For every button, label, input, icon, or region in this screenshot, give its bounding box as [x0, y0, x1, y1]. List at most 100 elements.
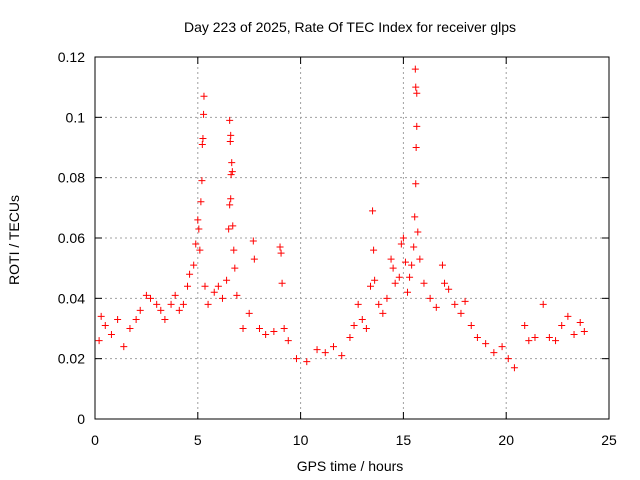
data-point: [441, 279, 449, 287]
data-point: [457, 309, 465, 317]
data-point: [350, 321, 358, 329]
data-point: [179, 300, 187, 308]
data-point: [498, 343, 506, 351]
data-point: [226, 116, 234, 124]
data-points: [95, 65, 588, 372]
data-point: [467, 321, 475, 329]
data-point: [521, 321, 529, 329]
data-point: [120, 343, 128, 351]
y-tick-label: 0: [77, 411, 85, 427]
data-point: [225, 225, 233, 233]
data-point: [107, 331, 115, 339]
data-point: [245, 309, 253, 317]
data-point: [389, 264, 397, 272]
data-point: [126, 325, 134, 332]
data-point: [101, 321, 109, 329]
data-point: [277, 249, 285, 257]
y-tick-label: 0.08: [58, 170, 85, 186]
data-point: [198, 140, 206, 148]
data-point: [564, 312, 572, 320]
data-point: [199, 134, 207, 142]
data-point: [226, 137, 234, 145]
data-point: [490, 349, 498, 357]
data-point: [255, 325, 263, 332]
y-tick-label: 0.04: [58, 290, 85, 306]
data-point: [375, 300, 383, 308]
data-point: [227, 171, 235, 179]
data-point: [370, 246, 378, 254]
data-point: [411, 213, 419, 221]
data-point: [416, 255, 424, 263]
data-point: [171, 291, 179, 299]
data-point: [531, 334, 539, 342]
data-point: [97, 312, 105, 320]
data-point: [397, 240, 405, 248]
y-tick-label: 0.02: [58, 351, 85, 367]
data-point: [231, 264, 239, 272]
data-point: [504, 355, 512, 363]
y-tick-label: 0.06: [58, 230, 85, 246]
data-point: [223, 276, 231, 284]
x-tick-label: 15: [396, 432, 412, 448]
data-point: [132, 315, 140, 323]
data-point: [432, 303, 440, 311]
data-point: [147, 294, 155, 302]
data-point: [192, 240, 200, 248]
data-point: [545, 334, 553, 342]
data-point: [406, 273, 414, 281]
data-point: [558, 321, 566, 329]
axis-ticks: 0 0.02 0.04 0.06 0.08 0.1 0.12 0 5 10 15 20 25: [58, 49, 617, 448]
x-tick-label: 20: [498, 432, 514, 448]
data-point: [570, 331, 578, 339]
data-point: [473, 334, 481, 342]
data-point: [197, 198, 205, 206]
data-point: [399, 234, 407, 242]
data-point: [204, 300, 212, 308]
data-point: [175, 306, 183, 314]
data-point: [338, 352, 346, 360]
data-point: [167, 300, 175, 308]
x-tick-label: 10: [293, 432, 309, 448]
data-point: [190, 261, 198, 269]
data-point: [414, 228, 422, 236]
data-point: [228, 159, 236, 167]
data-point: [186, 270, 194, 278]
data-point: [201, 282, 209, 290]
data-point: [249, 237, 257, 245]
data-point: [539, 300, 547, 308]
data-point: [321, 349, 329, 357]
data-point: [228, 168, 236, 176]
data-point: [229, 222, 237, 230]
data-point: [379, 309, 387, 317]
data-point: [114, 315, 122, 323]
data-point: [404, 288, 412, 296]
data-point: [196, 246, 204, 254]
data-point: [395, 273, 403, 281]
data-point: [408, 261, 416, 269]
data-point: [136, 306, 144, 314]
data-point: [413, 89, 421, 97]
x-tick-label: 25: [601, 432, 617, 448]
data-point: [576, 318, 584, 326]
data-point: [200, 92, 208, 100]
data-point: [391, 279, 399, 287]
data-point: [313, 346, 321, 354]
data-point: [161, 315, 169, 323]
data-point: [412, 180, 420, 188]
data-point: [438, 261, 446, 269]
data-point: [214, 282, 222, 290]
data-point: [411, 65, 419, 73]
data-point: [383, 294, 391, 302]
data-point: [420, 279, 428, 287]
data-point: [580, 328, 588, 336]
data-point: [354, 300, 362, 308]
y-tick-label: 0.12: [58, 49, 85, 65]
data-point: [329, 343, 337, 351]
data-point: [412, 83, 420, 91]
data-point: [292, 355, 300, 363]
data-point: [410, 243, 418, 251]
data-point: [362, 325, 370, 332]
data-point: [239, 325, 247, 332]
data-point: [227, 131, 235, 139]
data-point: [284, 337, 292, 345]
